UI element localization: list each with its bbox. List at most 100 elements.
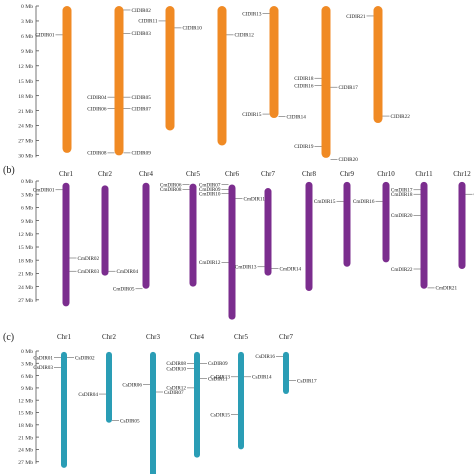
- gene-label: CmDIR21: [436, 286, 458, 292]
- gene-label: CmDIR12: [199, 260, 221, 266]
- axis-tick-label: 24 Mb: [18, 124, 33, 130]
- chromosome-bar: [321, 6, 331, 158]
- gene-label: CIDIR11: [138, 19, 158, 25]
- axis-tick-label: 3 Mb: [21, 192, 33, 198]
- chromosome-bar: [165, 6, 175, 131]
- gene-label: CIDIR21: [346, 14, 366, 20]
- axis-tick-label: 9 Mb: [21, 49, 33, 55]
- axis-tick-label: 18 Mb: [18, 258, 33, 264]
- gene-label: CmDIR15: [314, 199, 336, 205]
- chromosome-bar: [264, 188, 272, 276]
- axis-tick-label: 21 Mb: [18, 109, 33, 115]
- axis-tick-label: 21 Mb: [18, 272, 33, 278]
- gene-label: CIDIR14: [287, 114, 307, 120]
- axis-tick-label: 18 Mb: [18, 94, 33, 100]
- gene-label: CsDIR02: [75, 355, 95, 361]
- gene-label: CmDIR06: [160, 182, 182, 188]
- axis-tick-label: 27 Mb: [18, 460, 33, 466]
- axis-tick-label: 9 Mb: [21, 386, 33, 392]
- gene-label: CmDIR14: [280, 266, 302, 272]
- gene-label: CsDIR11: [208, 376, 228, 382]
- gene-label: CIDIR03: [132, 31, 152, 37]
- chromosome-bar: [228, 184, 236, 320]
- axis-tick-label: 6 Mb: [21, 206, 33, 212]
- gene-label: CsDIR10: [166, 366, 186, 372]
- chromosome-bar: [62, 6, 72, 153]
- chromosome-bar: [343, 181, 351, 267]
- gene-label: CIDIR10: [183, 26, 203, 32]
- chromosome-bar: [142, 182, 150, 289]
- gene-label: CmDIR05: [113, 287, 135, 293]
- axis-tick-label: 27 Mb: [18, 298, 33, 304]
- chromosome-name: Chr12: [453, 170, 471, 178]
- gene-label: CIDIR02: [132, 8, 152, 14]
- axis-tick-label: 0 Mb: [21, 349, 33, 355]
- gene-label: CsDIR07: [164, 390, 184, 396]
- chromosome-bar: [189, 183, 197, 287]
- gene-label: CsDIR01: [33, 355, 53, 361]
- gene-label: CIDIR06: [87, 106, 107, 112]
- gene-label: CmDIR02: [78, 256, 100, 262]
- chromosome-bar: [373, 6, 383, 124]
- chromosome-bar: [62, 182, 70, 307]
- gene-label: CsDIR03: [33, 365, 53, 371]
- chromosome-name: Chr9: [340, 170, 355, 178]
- chromosome-name: Chr5: [186, 170, 201, 178]
- chromosome-bar: [150, 351, 156, 474]
- gene-label: CmDIR03: [78, 269, 100, 275]
- gene-label: CmDIR20: [391, 213, 413, 219]
- gene-label: CIDIR01: [35, 33, 55, 39]
- chromosome-bar: [61, 351, 67, 468]
- chromosome-name: Chr5: [234, 333, 249, 341]
- gene-label: CsDIR12: [166, 386, 186, 392]
- gene-label: CmDIR17: [391, 188, 413, 194]
- gene-label: CmDIR09: [199, 187, 221, 193]
- gene-label: CmDIR10: [199, 192, 221, 198]
- gene-label: CsDIR04: [78, 392, 98, 398]
- gene-label: CmDIR08: [160, 187, 182, 193]
- chromosome-name: Chr11: [415, 170, 433, 178]
- axis-tick-label: 3 Mb: [21, 362, 33, 368]
- gene-label: CmDIR01: [33, 188, 55, 194]
- chromosome-bar: [305, 181, 313, 291]
- gene-label: CIDIR07: [132, 106, 152, 112]
- chromosome-name: Chr6: [225, 170, 240, 178]
- axis-tick-label: 21 Mb: [18, 435, 33, 441]
- gene-label: CIDIR05: [132, 95, 152, 101]
- panel-2: 0 Mb 3 Mb 6 Mb 9 Mb 12 Mb 15 Mb 18 Mb 21 Mb 24 M…: [3, 165, 474, 320]
- gene-label: CIDIR12: [235, 33, 255, 39]
- chromosome-bar: [217, 6, 227, 146]
- gene-label: CsDIR15: [210, 412, 230, 418]
- chromosome-bar: [194, 351, 200, 458]
- gene-label: CIDIR08: [87, 151, 107, 157]
- panel-1: 0 Mb 3 Mb 6 Mb 9 Mb 12 Mb 15 Mb 18 Mb 21 Mb 24 M…: [18, 4, 410, 163]
- chromosome-bar: [458, 181, 466, 269]
- axis-tick-label: 0 Mb: [21, 4, 33, 10]
- gene-label: CmDIR18: [391, 192, 413, 198]
- gene-label: CsDIR13: [210, 375, 230, 381]
- chromosome-bar: [382, 181, 390, 263]
- chromosome-name: Chr3: [146, 333, 161, 341]
- gene-label: CIDIR09: [132, 151, 152, 157]
- chromosome-name: Chr2: [98, 170, 113, 178]
- gene-label: CsDIR08: [166, 361, 186, 367]
- gene-label: CsDIR16: [255, 354, 275, 360]
- gene-label: CIDIR13: [242, 11, 262, 17]
- chromosome-name: Chr4: [190, 333, 205, 341]
- axis-tick-label: 24 Mb: [18, 285, 33, 291]
- chromosome-name: Chr1: [57, 333, 72, 341]
- chromosome-bar: [283, 351, 289, 395]
- axis-tick-label: 24 Mb: [18, 448, 33, 454]
- axis-tick-label: 15 Mb: [18, 79, 33, 85]
- gene-label: CmDIR07: [199, 182, 221, 188]
- gene-label: CIDIR19: [294, 144, 314, 150]
- axis-tick-label: 12 Mb: [18, 398, 33, 404]
- gene-label: CsDIR09: [208, 361, 228, 367]
- gene-label: CIDIR15: [242, 112, 262, 118]
- chromosome-name: Chr7: [279, 333, 294, 341]
- axis-tick-label: 15 Mb: [18, 411, 33, 417]
- chromosome-name: Chr8: [302, 170, 317, 178]
- panel-label: (c): [3, 332, 14, 343]
- chromosome-name: Chr10: [377, 170, 395, 178]
